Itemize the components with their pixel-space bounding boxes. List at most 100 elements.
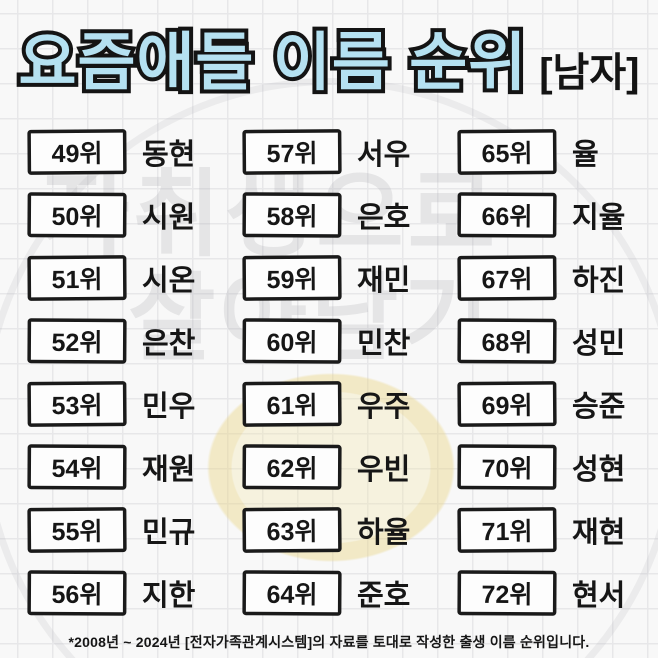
rank-label: 61위 xyxy=(266,391,318,421)
rank-box: 64위 xyxy=(242,570,342,616)
name-label: 은찬 xyxy=(142,328,196,360)
rank-box: 67위 xyxy=(457,255,557,301)
rank-label: 54위 xyxy=(51,454,103,484)
rank-label: 51위 xyxy=(51,265,103,295)
ranking-row: 72위 현서 xyxy=(457,570,658,616)
rank-label: 63위 xyxy=(266,517,318,547)
name-label: 준호 xyxy=(357,580,411,612)
name-label: 재민 xyxy=(357,265,411,297)
name-label: 지한 xyxy=(142,580,196,612)
rank-label: 55위 xyxy=(51,517,103,547)
rank-box: 57위 xyxy=(242,129,342,175)
title-bar: 요즘애들 이름 순위 [남자] xyxy=(0,12,658,103)
ranking-row: 68위 성민 xyxy=(457,318,658,364)
page-title: 요즘애들 이름 순위 xyxy=(15,24,531,102)
rank-label: 66위 xyxy=(481,202,533,232)
ranking-row: 64위 준호 xyxy=(242,570,458,616)
title-gender-tag: [남자] xyxy=(539,51,640,95)
ranking-row: 53위 민우 xyxy=(27,381,243,427)
rank-label: 70위 xyxy=(481,454,533,484)
ranking-column-2: 57위 서우 58위 은호 59위 재민 60위 민찬 61위 우주 62위 우… xyxy=(242,129,458,616)
name-label: 민우 xyxy=(142,391,196,423)
rank-box: 69위 xyxy=(457,381,557,427)
name-label: 서우 xyxy=(357,139,411,171)
ranking-row: 51위 시온 xyxy=(27,255,243,301)
ranking-row: 63위 하율 xyxy=(242,507,458,553)
name-label: 지율 xyxy=(572,202,626,234)
name-label: 재현 xyxy=(572,517,626,549)
name-label: 우주 xyxy=(357,391,411,423)
rank-label: 57위 xyxy=(266,139,318,169)
ranking-row: 67위 하진 xyxy=(457,255,658,301)
name-label: 하율 xyxy=(357,517,411,549)
ranking-row: 49위 동현 xyxy=(27,129,243,175)
rank-label: 68위 xyxy=(481,328,533,358)
rank-box: 72위 xyxy=(457,570,557,616)
name-label: 시원 xyxy=(142,202,196,234)
rank-label: 52위 xyxy=(51,328,103,358)
name-label: 시온 xyxy=(142,265,196,297)
source-footnote: *2008년 ~ 2024년 [전자가족관계시스템]의 자료를 토대로 작성한 … xyxy=(68,634,590,650)
name-label: 현서 xyxy=(572,580,626,612)
name-label: 승준 xyxy=(572,391,626,423)
name-label: 성민 xyxy=(572,328,626,360)
rank-box: 66위 xyxy=(457,192,557,238)
ranking-row: 56위 지한 xyxy=(27,570,243,616)
ranking-row: 52위 은찬 xyxy=(27,318,243,364)
name-label: 우빈 xyxy=(357,454,411,486)
rank-box: 55위 xyxy=(27,507,127,553)
rank-box: 51위 xyxy=(27,255,127,301)
rank-box: 63위 xyxy=(242,507,342,553)
rank-box: 49위 xyxy=(27,129,127,175)
rank-label: 71위 xyxy=(481,517,533,547)
ranking-column-1: 49위 동현 50위 시원 51위 시온 52위 은찬 53위 민우 54위 재… xyxy=(27,129,243,616)
rank-box: 68위 xyxy=(457,318,557,364)
rank-label: 62위 xyxy=(266,454,318,484)
rank-box: 53위 xyxy=(27,381,127,427)
rank-label: 53위 xyxy=(51,391,103,421)
rank-box: 60위 xyxy=(242,318,342,364)
rank-label: 58위 xyxy=(266,202,318,232)
ranking-row: 69위 승준 xyxy=(457,381,658,427)
ranking-row: 61위 우주 xyxy=(242,381,458,427)
ranking-row: 70위 성현 xyxy=(457,444,658,490)
ranking-row: 71위 재현 xyxy=(457,507,658,553)
rank-box: 50위 xyxy=(27,192,127,238)
rank-label: 50위 xyxy=(51,202,103,232)
rank-box: 54위 xyxy=(27,444,127,490)
rank-label: 49위 xyxy=(51,139,103,169)
ranking-row: 59위 재민 xyxy=(242,255,458,301)
rank-label: 64위 xyxy=(266,580,318,610)
rank-label: 72위 xyxy=(481,580,533,610)
rank-label: 65위 xyxy=(481,139,533,169)
rank-box: 52위 xyxy=(27,318,127,364)
ranking-row: 57위 서우 xyxy=(242,129,458,175)
ranking-row: 54위 재원 xyxy=(27,444,243,490)
ranking-row: 60위 민찬 xyxy=(242,318,458,364)
ranking-column-3: 65위 율 66위 지율 67위 하진 68위 성민 69위 승준 70위 성현 xyxy=(457,129,658,616)
name-label: 동현 xyxy=(142,139,196,171)
rank-box: 56위 xyxy=(27,570,127,616)
name-label: 재원 xyxy=(142,454,196,486)
rank-box: 59위 xyxy=(242,255,342,301)
rank-box: 58위 xyxy=(242,192,342,238)
rank-box: 62위 xyxy=(242,444,342,490)
rank-box: 61위 xyxy=(242,381,342,427)
name-label: 민찬 xyxy=(357,328,411,360)
ranking-columns: 49위 동현 50위 시원 51위 시온 52위 은찬 53위 민우 54위 재… xyxy=(27,129,642,616)
rank-box: 65위 xyxy=(457,129,557,175)
rank-label: 60위 xyxy=(266,328,318,358)
rank-label: 59위 xyxy=(266,265,318,295)
ranking-row: 66위 지율 xyxy=(457,192,658,238)
ranking-row: 58위 은호 xyxy=(242,192,458,238)
rank-box: 71위 xyxy=(457,507,557,553)
ranking-row: 62위 우빈 xyxy=(242,444,458,490)
name-label: 민규 xyxy=(142,517,196,549)
rank-label: 69위 xyxy=(481,391,533,421)
rank-label: 56위 xyxy=(51,580,103,610)
name-label: 은호 xyxy=(357,202,411,234)
ranking-row: 55위 민규 xyxy=(27,507,243,553)
name-label: 하진 xyxy=(572,265,626,297)
rank-label: 67위 xyxy=(481,265,533,295)
